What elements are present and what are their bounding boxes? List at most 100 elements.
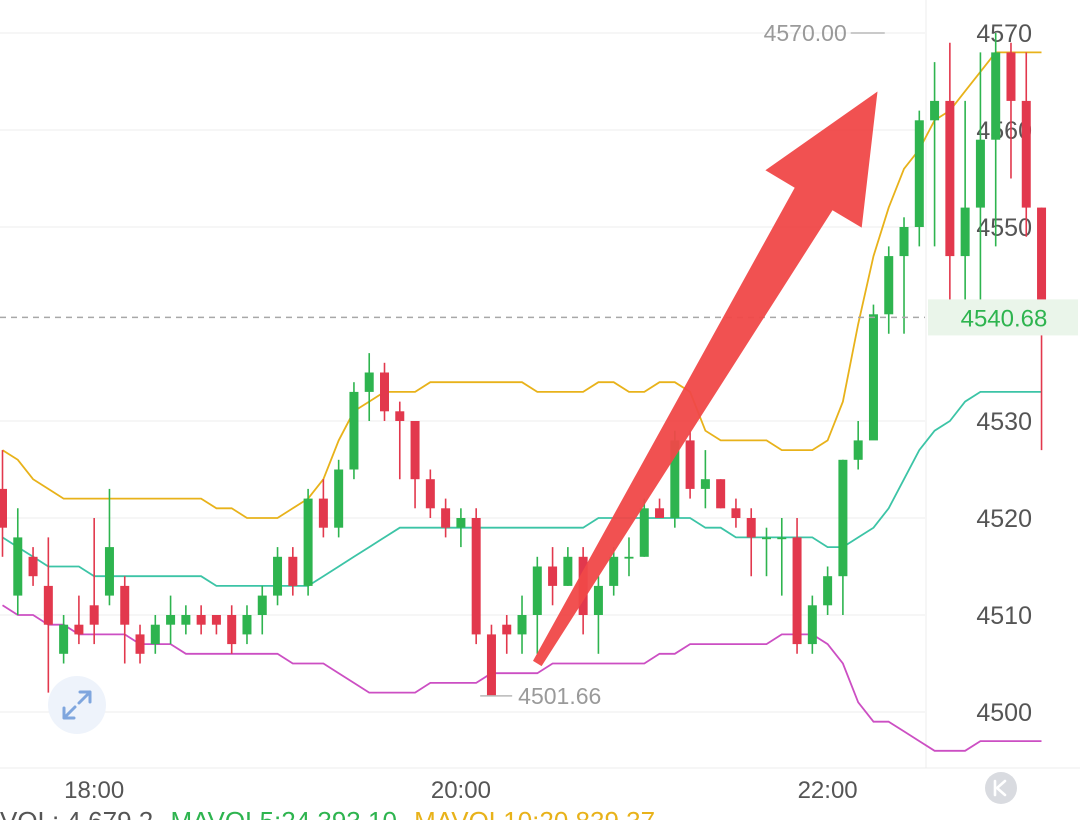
candle-body: [471, 518, 481, 635]
candle-body: [135, 634, 145, 654]
candle-down: [0, 450, 7, 557]
mavol10-value: MAVOL10:20,839.37: [414, 808, 655, 820]
candle-body: [609, 556, 619, 586]
candle-down: [1021, 52, 1031, 237]
candle-body: [380, 372, 389, 412]
candle-body: [74, 624, 84, 635]
candle-up: [59, 615, 69, 664]
candle-up: [181, 605, 191, 635]
candle-body: [486, 634, 496, 696]
candle-body: [868, 314, 878, 441]
collapse-k-icon: [993, 779, 1007, 797]
candle-down: [120, 576, 130, 664]
candle-up: [349, 382, 359, 480]
candle-body: [425, 479, 435, 509]
candle-body: [548, 566, 558, 586]
current-price-label: 4540.68: [961, 305, 1048, 332]
candle-body: [746, 518, 756, 538]
y-tick-label: 4510: [976, 602, 1032, 630]
candle-body: [807, 605, 817, 645]
candle-down: [380, 362, 389, 421]
candle-down: [1006, 42, 1016, 179]
candle-body: [13, 537, 23, 596]
candle-body: [991, 52, 1001, 140]
candle-down: [74, 595, 84, 645]
candle-up: [807, 595, 817, 654]
candle-up: [823, 566, 833, 615]
candle-body: [349, 391, 359, 470]
candle-body: [777, 537, 787, 540]
y-tick-label: 4550: [976, 214, 1032, 242]
candle-down: [685, 430, 695, 499]
candle-up: [364, 353, 374, 421]
candle-up: [914, 110, 924, 247]
candle-body: [823, 576, 833, 606]
max-price-label: 4570.00: [764, 20, 847, 46]
candle-up: [517, 595, 527, 654]
candle-up: [960, 100, 970, 315]
candle-up: [273, 547, 283, 606]
x-tick-label: 18:00: [64, 777, 124, 804]
candle-down: [135, 624, 145, 664]
candle-body: [196, 615, 206, 625]
collapse-kline-button[interactable]: [985, 772, 1017, 804]
candle-body: [563, 556, 573, 586]
candle-up: [868, 304, 878, 441]
candle-body: [593, 585, 603, 615]
candle-body: [456, 518, 466, 528]
candle-up: [762, 527, 771, 577]
candle-down: [548, 547, 558, 606]
candle-body: [273, 556, 283, 596]
candle-body: [624, 556, 634, 559]
candle-down: [502, 615, 512, 654]
candle-up: [700, 450, 710, 509]
trend-arrow-annotation: [533, 91, 878, 667]
volume-indicator-bar: VOL: 4,679.2 MAVOL5:24,393.10 MAVOL10:20…: [0, 808, 1080, 820]
candle-up: [639, 498, 649, 557]
candle-up: [563, 547, 573, 586]
candle-body: [441, 508, 451, 528]
candle-up: [777, 518, 787, 596]
candle-body: [914, 120, 924, 227]
candle-body: [532, 566, 542, 615]
candle-down: [945, 42, 955, 315]
candle-body: [716, 479, 726, 509]
candle-up: [334, 459, 344, 538]
expand-arrows-icon: [62, 690, 92, 720]
candle-body: [181, 615, 191, 625]
candle-up: [593, 576, 603, 654]
y-tick-label: 4520: [976, 505, 1032, 533]
candle-up: [853, 421, 863, 470]
candle-down: [395, 401, 405, 480]
candle-body: [242, 615, 252, 635]
candle-down: [486, 624, 496, 696]
candle-up: [609, 547, 619, 596]
candle-body: [731, 508, 741, 518]
candle-body: [318, 498, 328, 528]
candle-body: [257, 595, 267, 615]
candle-body: [43, 585, 53, 625]
candle-body: [930, 100, 940, 121]
expand-chart-button[interactable]: [48, 676, 106, 734]
candle-up: [991, 33, 1001, 247]
candle-body: [792, 537, 802, 645]
y-tick-label: 4530: [976, 408, 1032, 436]
candle-up: [899, 217, 909, 334]
x-tick-label: 22:00: [798, 777, 858, 804]
candle-body: [211, 615, 221, 625]
candle-body: [639, 508, 649, 557]
candle-down: [425, 469, 435, 518]
x-tick-label: 20:00: [431, 777, 491, 804]
candle-down: [410, 421, 420, 509]
candle-body: [120, 585, 130, 625]
candle-body: [410, 421, 420, 480]
candle-body: [945, 100, 955, 257]
y-tick-label: 4570: [976, 20, 1032, 48]
candle-down: [655, 498, 665, 518]
vol-value: VOL: 4,679.2: [0, 808, 153, 820]
candle-down: [89, 518, 99, 645]
candle-body: [685, 440, 695, 489]
candle-body: [1006, 52, 1016, 101]
